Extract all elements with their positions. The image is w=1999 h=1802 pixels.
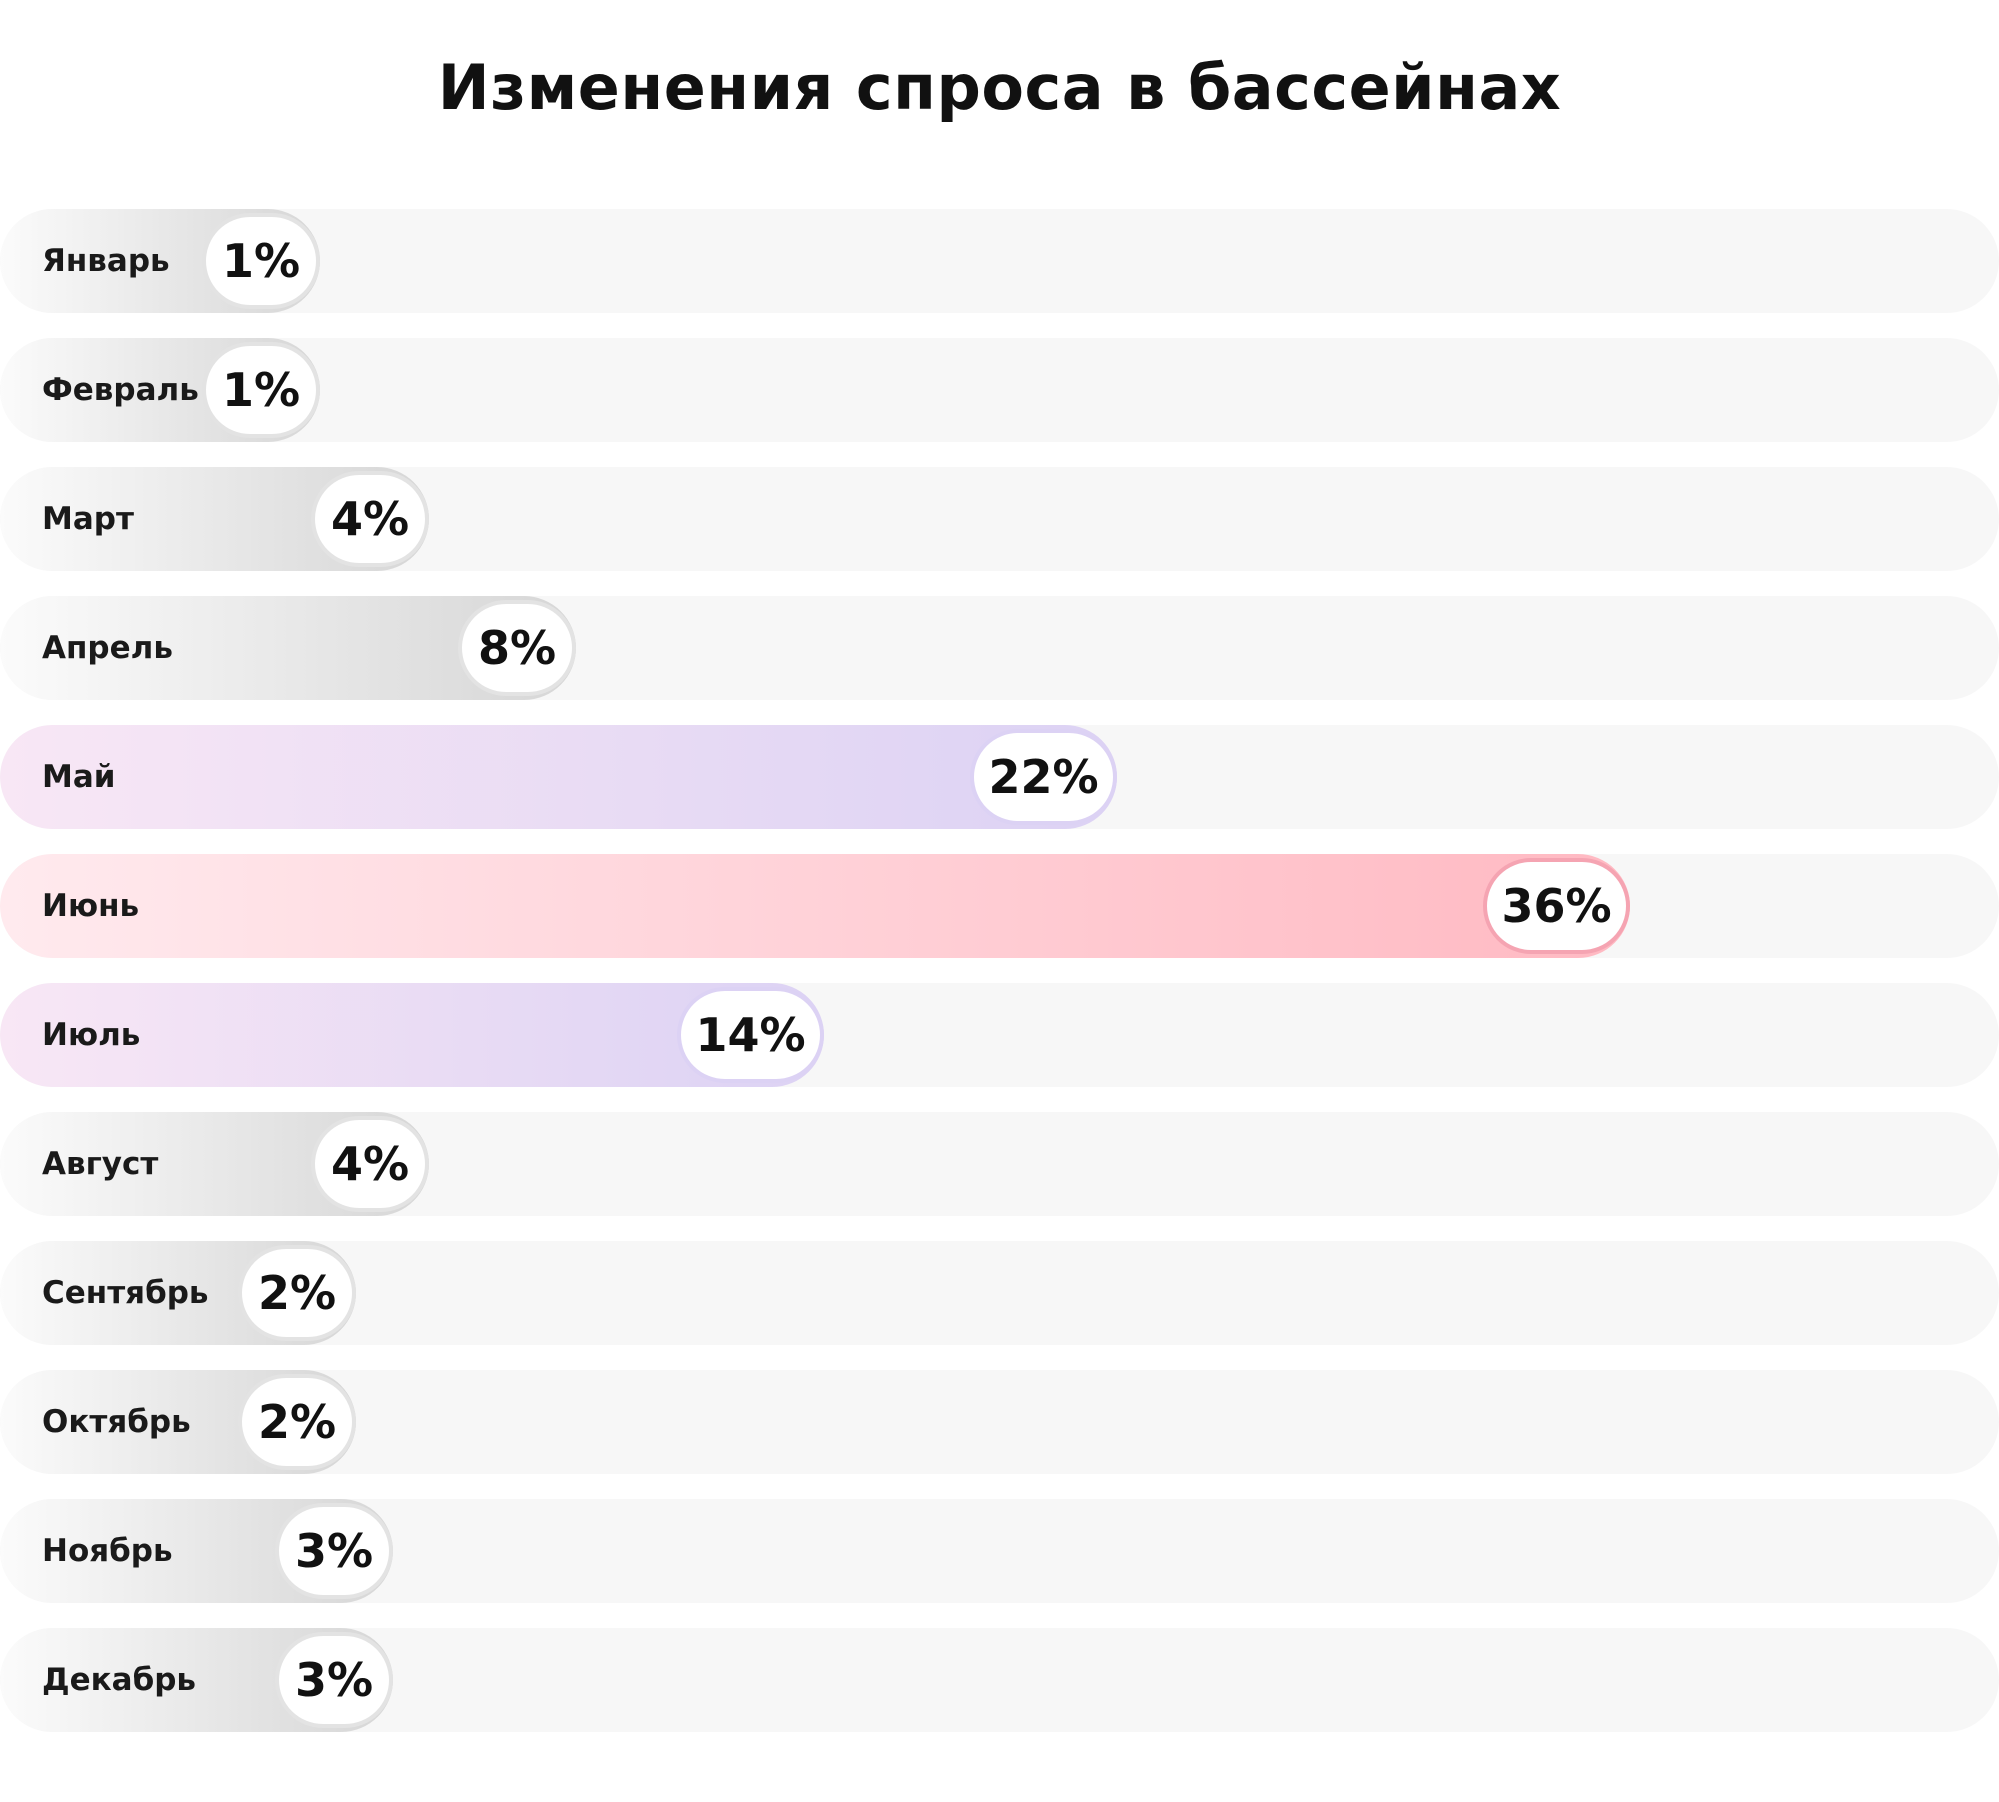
bar-row: Май 22% bbox=[0, 725, 1999, 829]
month-label: Июль bbox=[42, 1017, 141, 1053]
month-label: Январь bbox=[42, 243, 170, 279]
value-label: 4% bbox=[311, 471, 429, 567]
bar-row: Ноябрь 3% bbox=[0, 1499, 1999, 1603]
month-label: Ноябрь bbox=[42, 1533, 173, 1569]
chart-title: Изменения спроса в бассейнах bbox=[437, 51, 1562, 124]
month-label: Декабрь bbox=[42, 1662, 197, 1698]
bar-row: Июль 14% bbox=[0, 983, 1999, 1087]
month-label: Июнь bbox=[42, 888, 140, 924]
bar-row: Апрель 8% bbox=[0, 596, 1999, 700]
value-label: 1% bbox=[202, 213, 320, 309]
value-label: 8% bbox=[458, 600, 576, 696]
bar-row: Сентябрь 2% bbox=[0, 1241, 1999, 1345]
month-label: Март bbox=[42, 501, 134, 537]
value-label: 2% bbox=[238, 1245, 356, 1341]
value-label: 1% bbox=[202, 342, 320, 438]
bar-row: Июнь 36% bbox=[0, 854, 1999, 958]
value-label: 14% bbox=[677, 987, 824, 1083]
bar-row: Август 4% bbox=[0, 1112, 1999, 1216]
value-label: 36% bbox=[1483, 858, 1630, 954]
bar-row: Февраль 1% bbox=[0, 338, 1999, 442]
value-label: 3% bbox=[275, 1503, 393, 1599]
value-label: 3% bbox=[275, 1632, 393, 1728]
value-label: 22% bbox=[970, 729, 1117, 825]
bar-row: Октябрь 2% bbox=[0, 1370, 1999, 1474]
value-label: 2% bbox=[238, 1374, 356, 1470]
bar-row: Январь 1% bbox=[0, 209, 1999, 313]
month-label: Февраль bbox=[42, 372, 199, 408]
bar-row: Март 4% bbox=[0, 467, 1999, 571]
bar bbox=[0, 854, 1630, 958]
month-label: Апрель bbox=[42, 630, 173, 666]
bar-row: Декабрь 3% bbox=[0, 1628, 1999, 1732]
month-label: Октябрь bbox=[42, 1404, 191, 1440]
month-label: Август bbox=[42, 1146, 159, 1182]
bar bbox=[0, 725, 1117, 829]
month-label: Май bbox=[42, 759, 116, 795]
value-label: 4% bbox=[311, 1116, 429, 1212]
month-label: Сентябрь bbox=[42, 1275, 209, 1311]
